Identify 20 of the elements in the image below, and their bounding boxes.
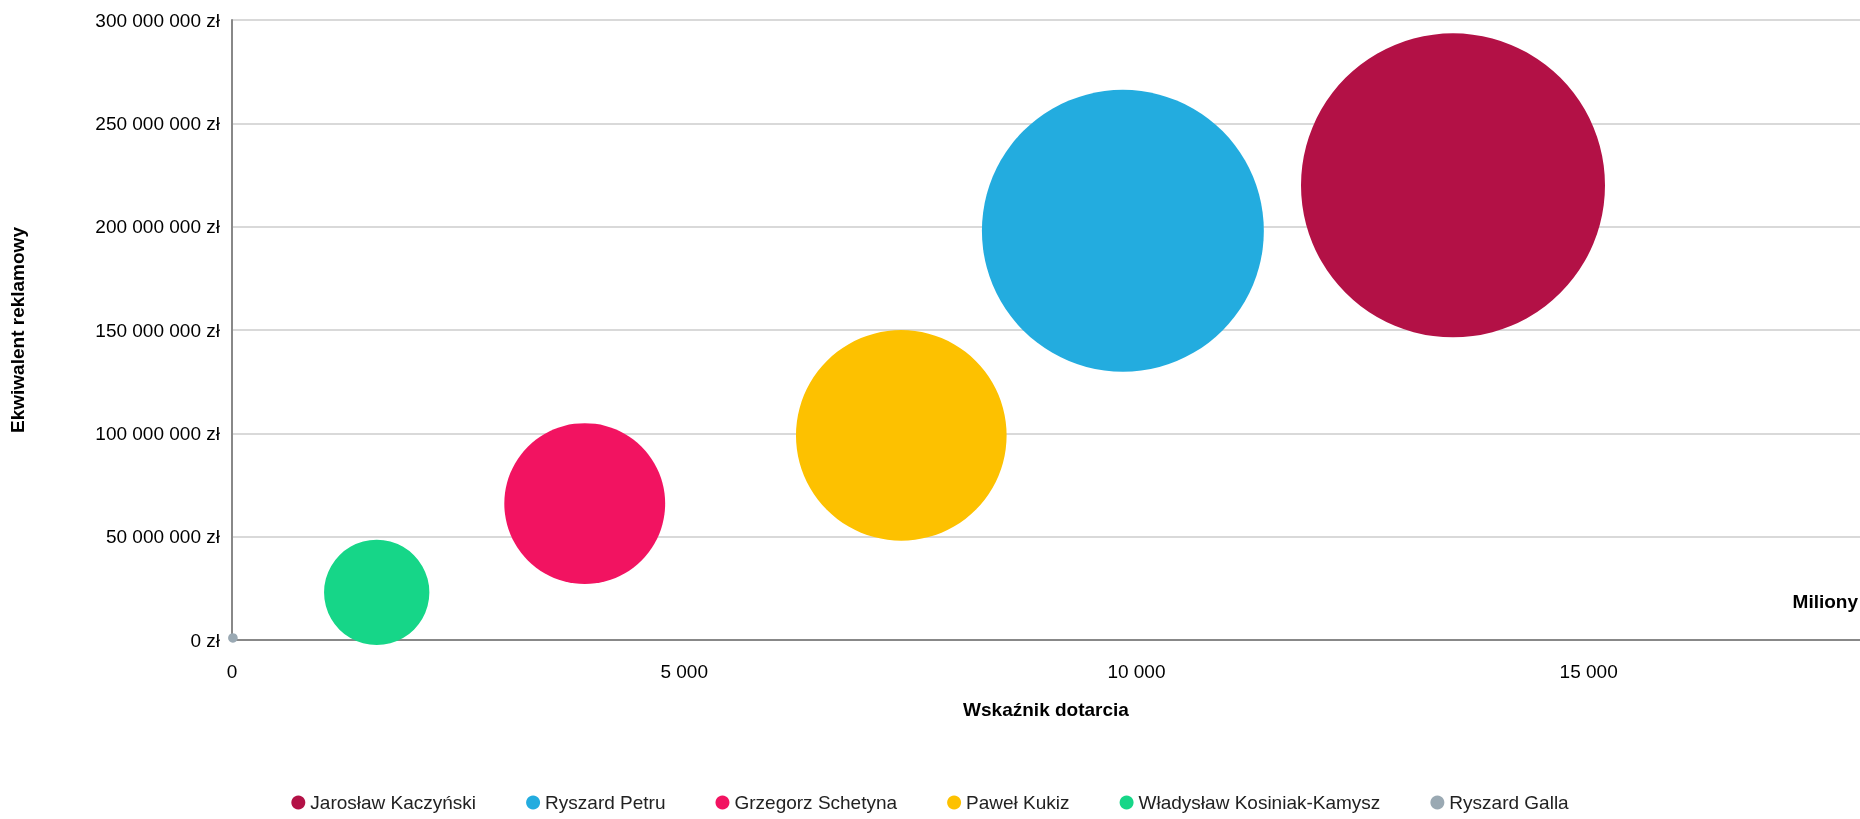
y-tick-label: 250 000 000 zł: [95, 112, 221, 134]
y-tick-label: 50 000 000 zł: [105, 526, 221, 548]
y-tick-label: 0 zł: [190, 629, 221, 651]
annotation: Miliony: [1792, 591, 1859, 612]
legend-label: Ryszard Galla: [1449, 792, 1570, 813]
y-tick-label: 200 000 000 zł: [95, 216, 221, 238]
legend-label: Władysław Kosiniak-Kamysz: [1138, 792, 1381, 813]
y-tick-label: 100 000 000 zł: [95, 422, 221, 444]
x-tick-label: 15 000: [1559, 661, 1618, 682]
legend-label: Ryszard Petru: [545, 792, 666, 813]
x-tick-label: 0: [226, 661, 238, 682]
legend-label: Paweł Kukiz: [966, 792, 1070, 813]
y-axis-title: Ekwiwalent reklamowy: [7, 226, 28, 433]
x-tick-label: 5 000: [660, 661, 708, 682]
y-tick-label: 150 000 000 zł: [95, 319, 221, 341]
x-axis-title: Wskaźnik dotarcia: [963, 699, 1130, 720]
y-tick-label: 300 000 000 zł: [95, 9, 221, 31]
legend-label: Jarosław Kaczyński: [310, 792, 477, 813]
x-tick-label: 10 000: [1107, 661, 1166, 682]
legend-label: Grzegorz Schetyna: [734, 792, 898, 813]
